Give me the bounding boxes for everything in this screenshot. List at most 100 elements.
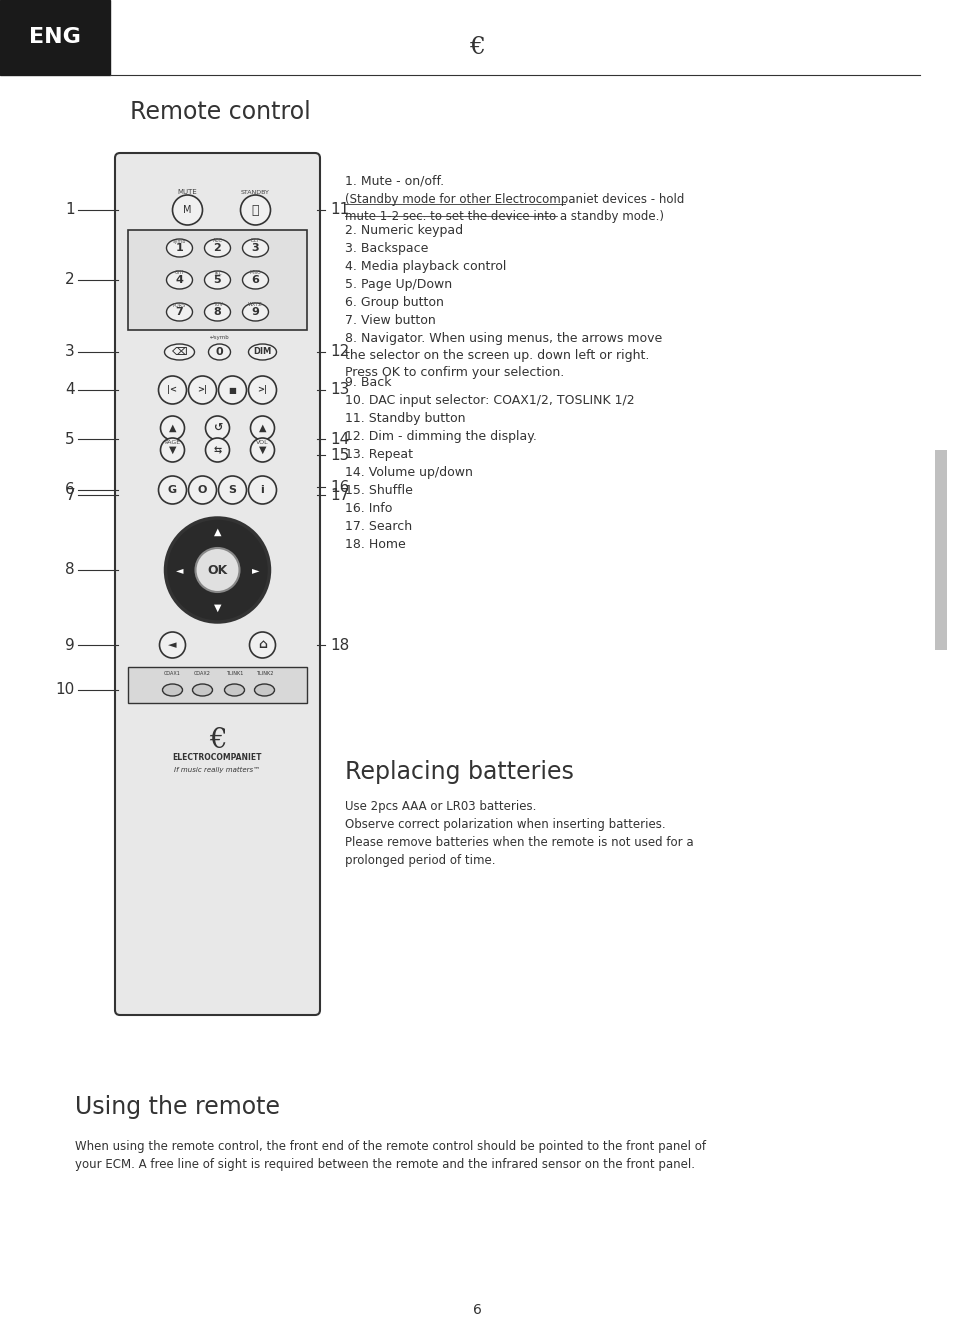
Text: 9: 9 [252, 307, 259, 317]
Text: >|: >| [197, 386, 208, 395]
Ellipse shape [224, 684, 244, 696]
Circle shape [218, 475, 246, 503]
Text: ⌂: ⌂ [257, 639, 267, 652]
Text: Replacing batteries: Replacing batteries [345, 761, 574, 785]
Circle shape [160, 416, 184, 441]
Text: COAX1: COAX1 [164, 671, 181, 676]
Text: ▼: ▼ [213, 603, 221, 613]
Text: 10: 10 [55, 683, 75, 698]
Circle shape [195, 548, 239, 592]
Text: 4. Media playback control: 4. Media playback control [345, 260, 506, 273]
Text: Remote control: Remote control [130, 100, 311, 125]
Text: €: € [209, 727, 226, 754]
Text: GHI: GHI [174, 270, 184, 276]
Text: 2: 2 [213, 242, 221, 253]
Ellipse shape [204, 303, 231, 321]
Bar [934, 450, 946, 649]
Text: 6: 6 [65, 482, 75, 498]
Circle shape [250, 632, 275, 657]
Text: TUV: TUV [213, 303, 222, 308]
Text: 8. Navigator. When using menus, the arrows move
the selector on the screen up. d: 8. Navigator. When using menus, the arro… [345, 332, 661, 379]
Ellipse shape [248, 344, 276, 360]
Text: 13: 13 [330, 383, 349, 398]
Text: 18. Home: 18. Home [345, 538, 405, 552]
Text: 1: 1 [66, 202, 75, 217]
Text: 11. Standby button: 11. Standby button [345, 412, 465, 424]
Ellipse shape [204, 270, 231, 289]
Circle shape [218, 376, 246, 404]
Text: Using the remote: Using the remote [75, 1095, 280, 1119]
Circle shape [248, 376, 276, 404]
Text: 17. Search: 17. Search [345, 520, 412, 533]
Text: When using the remote control, the front end of the remote control should be poi: When using the remote control, the front… [75, 1139, 705, 1172]
Text: 9. Back: 9. Back [345, 376, 391, 390]
Ellipse shape [209, 344, 231, 360]
Text: ⏻: ⏻ [252, 204, 259, 217]
Ellipse shape [242, 270, 268, 289]
Text: 3: 3 [252, 242, 259, 253]
Text: 7: 7 [175, 307, 183, 317]
Text: DIM: DIM [253, 348, 272, 356]
Text: TLINK2: TLINK2 [255, 671, 273, 676]
Text: 5: 5 [213, 274, 221, 285]
Text: €: € [469, 36, 484, 59]
Text: ▲: ▲ [213, 528, 221, 537]
Circle shape [205, 416, 230, 441]
Text: 3. Backspace: 3. Backspace [345, 242, 428, 254]
Text: 1: 1 [175, 242, 183, 253]
Text: 4: 4 [66, 383, 75, 398]
Text: 10. DAC input selector: COAX1/2, TOSLINK 1/2: 10. DAC input selector: COAX1/2, TOSLINK… [345, 394, 634, 407]
Text: 5: 5 [66, 431, 75, 446]
Text: ⇆: ⇆ [213, 445, 221, 455]
Ellipse shape [254, 684, 274, 696]
Text: 16. Info: 16. Info [345, 502, 392, 516]
Text: ■: ■ [229, 386, 236, 395]
Ellipse shape [167, 303, 193, 321]
Circle shape [205, 438, 230, 462]
Circle shape [172, 195, 202, 225]
Circle shape [189, 376, 216, 404]
Text: VOL: VOL [256, 439, 269, 445]
Text: JKL: JKL [213, 270, 221, 276]
Text: ◄: ◄ [175, 565, 183, 574]
Circle shape [158, 376, 186, 404]
Text: 7: 7 [66, 487, 75, 502]
Circle shape [248, 475, 276, 503]
Text: 14. Volume up/down: 14. Volume up/down [345, 466, 473, 479]
Text: 7. View button: 7. View button [345, 315, 436, 327]
Text: 5. Page Up/Down: 5. Page Up/Down [345, 279, 452, 291]
Text: 12: 12 [330, 344, 349, 359]
Circle shape [160, 438, 184, 462]
Text: ABC: ABC [213, 238, 222, 244]
Circle shape [159, 632, 185, 657]
Text: 17: 17 [330, 487, 349, 502]
Text: MUTE: MUTE [177, 189, 197, 195]
Text: 13. Repeat: 13. Repeat [345, 449, 413, 461]
Text: 9: 9 [65, 637, 75, 652]
Circle shape [251, 416, 274, 441]
Text: DEF: DEF [251, 238, 260, 244]
Ellipse shape [242, 303, 268, 321]
Text: i: i [260, 485, 264, 495]
Text: 6: 6 [252, 274, 259, 285]
Text: 4: 4 [175, 274, 183, 285]
Text: 2. Numeric keypad: 2. Numeric keypad [345, 224, 462, 237]
Text: 15. Shuffle: 15. Shuffle [345, 483, 413, 497]
Text: COAX2: COAX2 [193, 671, 211, 676]
Text: ▲: ▲ [169, 423, 176, 432]
Ellipse shape [162, 684, 182, 696]
Text: 6. Group button: 6. Group button [345, 296, 443, 309]
Text: TLINK1: TLINK1 [226, 671, 243, 676]
Text: 1. Mute - on/off.: 1. Mute - on/off. [345, 175, 444, 187]
Text: ENG: ENG [29, 27, 81, 47]
Circle shape [158, 475, 186, 503]
Text: 3: 3 [65, 344, 75, 359]
Text: symb: symb [172, 238, 186, 244]
Text: ↵symb: ↵symb [210, 336, 229, 340]
Text: (Standby mode for other Electrocompaniet devices - hold
mute 1-2 sec. to set the: (Standby mode for other Electrocompaniet… [345, 193, 683, 224]
Text: 12. Dim - dimming the display.: 12. Dim - dimming the display. [345, 430, 537, 443]
Circle shape [240, 195, 271, 225]
Text: 18: 18 [330, 637, 349, 652]
Ellipse shape [193, 684, 213, 696]
Ellipse shape [164, 344, 194, 360]
